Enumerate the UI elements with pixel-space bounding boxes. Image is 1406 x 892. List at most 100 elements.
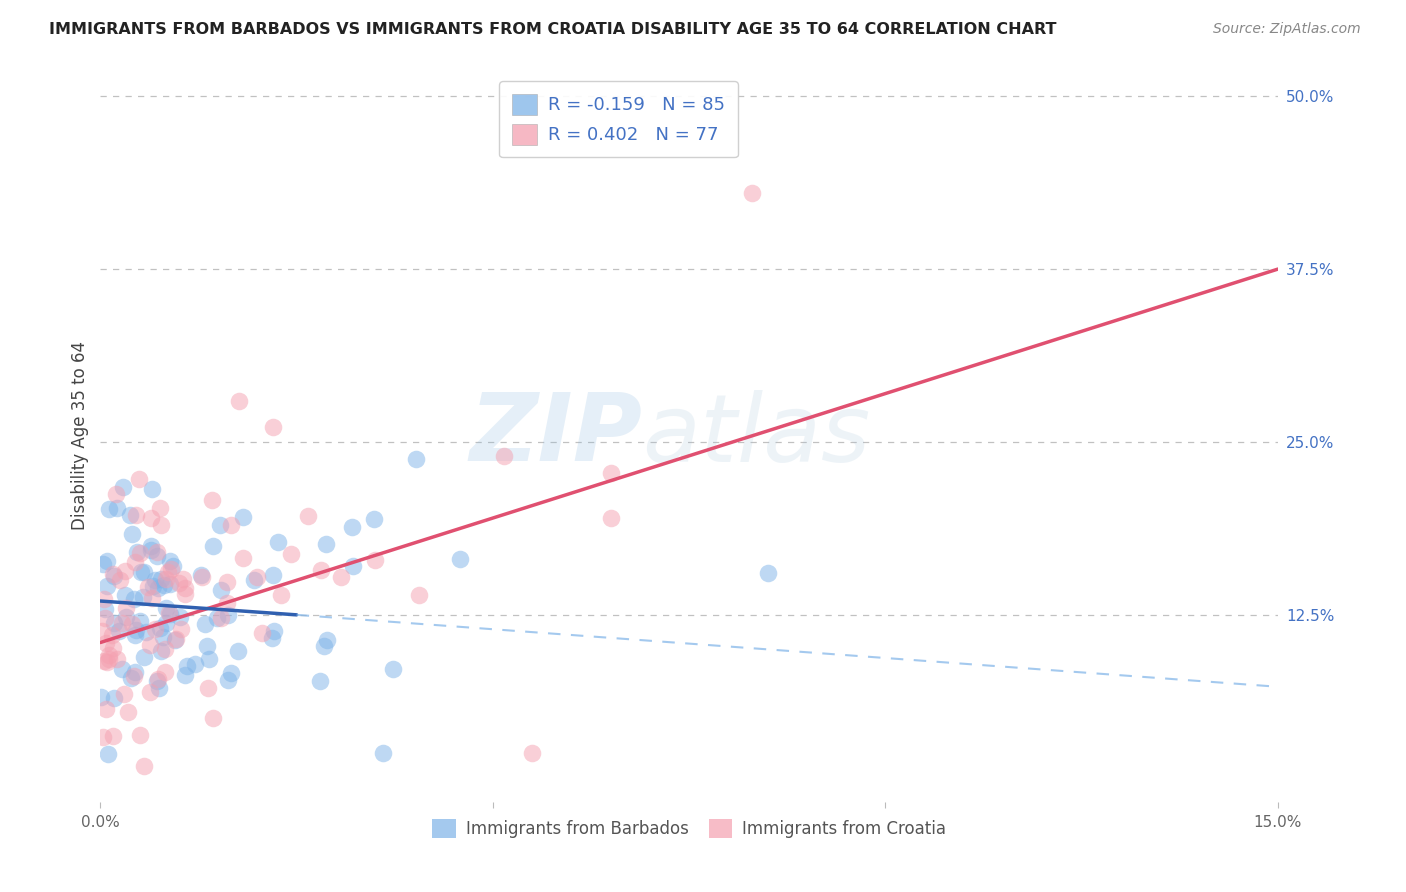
Point [209, 610, 232, 624]
Point [191, 570, 214, 584]
Point [124, 627, 146, 641]
Point [114, 588, 136, 602]
Point [165, 632, 187, 646]
Point [139, 539, 162, 553]
Point [184, 657, 207, 672]
Point [104, 487, 127, 501]
Point [159, 554, 181, 568]
Point [114, 610, 136, 624]
Point [111, 480, 134, 494]
Point [153, 641, 176, 656]
Point [120, 671, 142, 685]
Point [105, 652, 128, 666]
Point [101, 640, 124, 655]
Point [226, 643, 249, 657]
Point [174, 582, 197, 596]
Point [382, 662, 405, 676]
Point [252, 625, 274, 640]
Point [101, 729, 124, 743]
Point [96, 655, 118, 669]
Text: ZIP: ZIP [470, 389, 643, 481]
Point [143, 573, 166, 587]
Point [197, 652, 219, 666]
Point [205, 610, 228, 624]
Point [217, 608, 239, 623]
Point [134, 565, 156, 579]
Point [135, 624, 157, 639]
Point [98, 652, 121, 666]
Point [143, 622, 166, 636]
Point [494, 449, 516, 463]
Point [96, 578, 118, 592]
Point [103, 691, 125, 706]
Point [141, 482, 163, 496]
Point [132, 591, 155, 605]
Point [125, 623, 148, 637]
Point [262, 419, 284, 434]
Point [309, 563, 332, 577]
Point [160, 562, 183, 576]
Point [136, 580, 159, 594]
Text: IMMIGRANTS FROM BARBADOS VS IMMIGRANTS FROM CROATIA DISABILITY AGE 35 TO 64 CORR: IMMIGRANTS FROM BARBADOS VS IMMIGRANTS F… [49, 22, 1057, 37]
Point [93, 654, 115, 668]
Point [232, 551, 254, 566]
Point [111, 615, 134, 630]
Point [267, 535, 290, 549]
Point [146, 673, 169, 688]
Point [315, 537, 337, 551]
Point [170, 623, 193, 637]
Point [167, 575, 190, 590]
Point [219, 518, 242, 533]
Point [155, 615, 177, 630]
Point [94, 601, 117, 615]
Point [110, 574, 132, 588]
Point [121, 527, 143, 541]
Point [159, 577, 181, 591]
Point [114, 564, 136, 578]
Point [150, 572, 173, 586]
Y-axis label: Disability Age 35 to 64: Disability Age 35 to 64 [72, 341, 89, 530]
Point [190, 567, 212, 582]
Point [127, 544, 149, 558]
Point [129, 728, 152, 742]
Point [193, 616, 215, 631]
Point [129, 545, 152, 559]
Point [174, 668, 197, 682]
Point [209, 518, 232, 533]
Point [197, 640, 219, 654]
Point [105, 501, 128, 516]
Point [342, 559, 364, 574]
Point [122, 591, 145, 606]
Point [364, 553, 387, 567]
Point [122, 669, 145, 683]
Point [159, 607, 181, 621]
Point [148, 681, 170, 696]
Point [371, 747, 394, 761]
Point [219, 666, 242, 681]
Point [153, 578, 176, 592]
Point [128, 472, 150, 486]
Legend: Immigrants from Barbados, Immigrants from Croatia: Immigrants from Barbados, Immigrants fro… [426, 812, 953, 845]
Point [172, 572, 194, 586]
Point [741, 186, 763, 200]
Point [103, 568, 125, 582]
Point [155, 665, 177, 680]
Point [329, 570, 352, 584]
Point [599, 511, 621, 525]
Point [280, 547, 302, 561]
Point [176, 659, 198, 673]
Point [125, 508, 148, 522]
Text: atlas: atlas [643, 390, 870, 481]
Point [405, 451, 427, 466]
Point [108, 624, 131, 638]
Point [408, 588, 430, 602]
Point [134, 759, 156, 773]
Point [91, 557, 114, 571]
Point [142, 579, 165, 593]
Point [217, 596, 239, 610]
Point [309, 673, 332, 688]
Point [449, 551, 471, 566]
Point [211, 582, 233, 597]
Point [141, 510, 163, 524]
Point [202, 710, 225, 724]
